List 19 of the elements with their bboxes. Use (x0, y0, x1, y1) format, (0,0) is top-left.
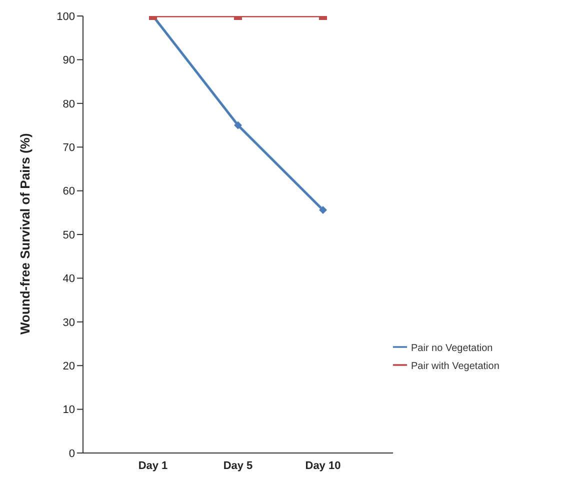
y-tick-label: 70 (62, 142, 75, 154)
x-tick-label: Day 5 (223, 460, 253, 472)
legend-label: Pair no Vegetation (411, 343, 493, 354)
point (319, 206, 327, 214)
point (234, 121, 242, 130)
y-tick-label: 0 (68, 448, 75, 460)
legend-label: Pair with Vegetation (411, 361, 500, 372)
y-tick-label: 60 (62, 186, 75, 198)
y-tick-label: 50 (62, 229, 75, 242)
y-tick-label: 100 (56, 10, 75, 23)
y-tick-label: 20 (62, 360, 75, 373)
y-axis-title: Wound-free Survival of Pairs (%) (18, 133, 33, 334)
y-tick-label: 40 (62, 273, 75, 286)
x-tick-label: Day 1 (138, 460, 168, 472)
y-tick-label: 30 (62, 316, 75, 329)
y-tick-label: 90 (62, 54, 75, 67)
y-tick-label: 80 (62, 98, 75, 110)
y-tick-label: 10 (62, 404, 75, 416)
x-tick-label: Day 10 (305, 460, 341, 472)
